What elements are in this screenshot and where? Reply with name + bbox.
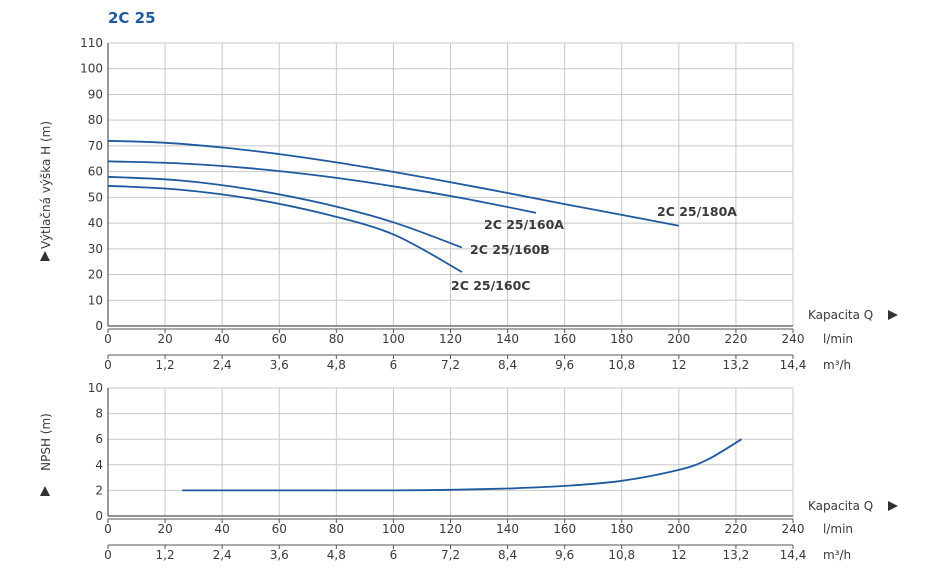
y-tick-label: 0: [95, 319, 103, 333]
x-tick-label-m3h: 0: [104, 358, 112, 372]
x-tick-label-m3h: 13,2: [723, 358, 750, 372]
y-tick-label: 6: [95, 432, 103, 446]
x-tick-label-m3h: 13,2: [723, 548, 750, 562]
y-tick-label: 20: [88, 268, 103, 282]
x-tick-label-m3h: 9,6: [555, 358, 574, 372]
y-axis-label: Výtlačná výška H (m): [39, 121, 53, 249]
x-tick-label-lmin: 80: [329, 522, 344, 536]
x-tick-label-lmin: 160: [553, 332, 576, 346]
x-tick-label-lmin: 40: [215, 332, 230, 346]
x-tick-label-m3h: 12: [671, 548, 686, 562]
x-unit-m3h: m³/h: [823, 548, 851, 562]
y-tick-label: 30: [88, 242, 103, 256]
arrow-up-icon: [40, 486, 50, 496]
chart-title: 2C 25: [108, 9, 156, 27]
x-tick-label-lmin: 140: [496, 332, 519, 346]
y-tick-label: 60: [88, 165, 103, 179]
x-tick-label-lmin: 80: [329, 332, 344, 346]
series-line: [107, 175, 463, 249]
series-label: 2C 25/180A: [657, 204, 737, 219]
x-unit-m3h: m³/h: [823, 358, 851, 372]
x-tick-label-m3h: 8,4: [498, 358, 517, 372]
arrow-up-icon: [40, 251, 50, 261]
x-tick-label-lmin: 0: [104, 332, 112, 346]
arrow-right-icon: [888, 501, 898, 511]
x-tick-label-m3h: 8,4: [498, 548, 517, 562]
x-tick-label-lmin: 200: [667, 332, 690, 346]
x-tick-label-lmin: 40: [215, 522, 230, 536]
arrow-right-icon: [888, 310, 898, 320]
y-tick-label: 10: [88, 293, 103, 307]
x-tick-label-lmin: 100: [382, 332, 405, 346]
x-tick-label-lmin: 60: [272, 332, 287, 346]
x-tick-label-lmin: 220: [724, 332, 747, 346]
y-tick-label: 2: [95, 483, 103, 497]
x-tick-label-lmin: 180: [610, 522, 633, 536]
x-axis-label: Kapacita Q: [808, 499, 873, 513]
x-tick-label-lmin: 20: [157, 522, 172, 536]
x-tick-label-m3h: 4,8: [327, 548, 346, 562]
x-tick-label-lmin: 180: [610, 332, 633, 346]
y-axis-label: NPSH (m): [39, 413, 53, 471]
x-unit-lmin: l/min: [823, 332, 853, 346]
y-tick-label: 110: [80, 36, 103, 50]
x-tick-label-lmin: 120: [439, 332, 462, 346]
y-tick-label: 80: [88, 113, 103, 127]
x-tick-label-m3h: 10,8: [608, 358, 635, 372]
y-tick-label: 10: [88, 381, 103, 395]
x-tick-label-lmin: 240: [782, 332, 805, 346]
x-tick-label-lmin: 240: [782, 522, 805, 536]
series-label: 2C 25/160A: [484, 217, 564, 232]
y-tick-label: 100: [80, 62, 103, 76]
x-tick-label-m3h: 3,6: [270, 548, 289, 562]
y-tick-label: 50: [88, 190, 103, 204]
y-tick-label: 90: [88, 87, 103, 101]
x-axis-label: Kapacita Q: [808, 308, 873, 322]
x-tick-label-lmin: 140: [496, 522, 519, 536]
x-tick-label-m3h: 1,2: [156, 358, 175, 372]
y-tick-label: 0: [95, 509, 103, 523]
y-tick-label: 40: [88, 216, 103, 230]
x-tick-label-lmin: 220: [724, 522, 747, 536]
x-tick-label-m3h: 14,4: [780, 548, 807, 562]
x-tick-label-m3h: 6: [390, 548, 398, 562]
x-tick-label-m3h: 7,2: [441, 548, 460, 562]
y-tick-label: 70: [88, 139, 103, 153]
x-tick-label-m3h: 6: [390, 358, 398, 372]
y-tick-label: 4: [95, 458, 103, 472]
x-tick-label-m3h: 9,6: [555, 548, 574, 562]
series-line: [107, 160, 537, 214]
x-tick-label-m3h: 1,2: [156, 548, 175, 562]
x-tick-label-m3h: 7,2: [441, 358, 460, 372]
y-tick-label: 8: [95, 407, 103, 421]
x-tick-label-lmin: 160: [553, 522, 576, 536]
x-tick-label-m3h: 10,8: [608, 548, 635, 562]
x-tick-label-m3h: 2,4: [213, 548, 232, 562]
x-tick-label-m3h: 14,4: [780, 358, 807, 372]
x-tick-label-m3h: 0: [104, 548, 112, 562]
x-tick-label-lmin: 20: [157, 332, 172, 346]
x-tick-label-lmin: 100: [382, 522, 405, 536]
x-tick-label-m3h: 12: [671, 358, 686, 372]
x-tick-label-lmin: 120: [439, 522, 462, 536]
x-unit-lmin: l/min: [823, 522, 853, 536]
x-tick-label-lmin: 200: [667, 522, 690, 536]
series-line: [107, 139, 679, 227]
x-tick-label-lmin: 0: [104, 522, 112, 536]
x-tick-label-m3h: 4,8: [327, 358, 346, 372]
x-tick-label-m3h: 2,4: [213, 358, 232, 372]
x-tick-label-m3h: 3,6: [270, 358, 289, 372]
series-line: [182, 438, 743, 492]
series-line: [107, 184, 463, 273]
x-tick-label-lmin: 60: [272, 522, 287, 536]
series-label: 2C 25/160B: [470, 242, 550, 257]
series-label: 2C 25/160C: [451, 278, 530, 293]
